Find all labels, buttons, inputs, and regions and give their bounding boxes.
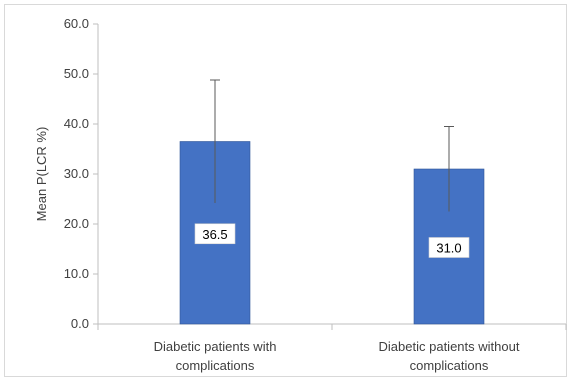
- error-bars: [210, 79, 454, 212]
- y-tick-label: 50.0: [64, 66, 89, 81]
- data-label-box: [194, 223, 236, 245]
- y-tick-label: 60.0: [64, 16, 89, 31]
- y-tick-label: 40.0: [64, 116, 89, 131]
- y-tick-label: 30.0: [64, 166, 89, 181]
- category-label: Diabetic patients without: [379, 339, 520, 354]
- y-axis-title: Mean P(LCR %): [34, 127, 49, 222]
- y-tick-label: 20.0: [64, 216, 89, 231]
- data-labels: 36.5 31.0: [194, 223, 470, 258]
- data-label-box: [428, 237, 470, 258]
- y-tick-label: 10.0: [64, 266, 89, 281]
- category-label: complications: [176, 358, 255, 373]
- y-axis-ticks: 0.0 10.0 20.0 30.0 40.0 50.0 60.0: [64, 16, 98, 331]
- category-labels: Diabetic patients with complications Diabe…: [154, 339, 520, 373]
- axes: [97, 24, 567, 330]
- category-label: complications: [410, 358, 489, 373]
- y-tick-label: 0.0: [71, 316, 89, 331]
- category-label: Diabetic patients with: [154, 339, 277, 354]
- data-label: 31.0: [436, 241, 461, 256]
- data-label: 36.5: [202, 227, 227, 242]
